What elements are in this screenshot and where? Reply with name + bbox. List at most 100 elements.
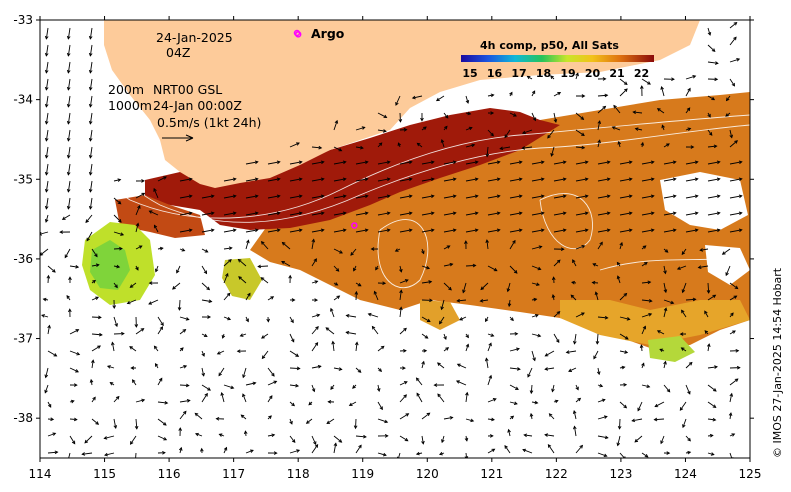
velocity-arrow — [685, 229, 698, 233]
velocity-arrowhead — [474, 194, 479, 199]
velocity-arrow — [267, 380, 277, 386]
velocity-arrow — [217, 350, 225, 355]
velocity-arrowhead — [687, 127, 692, 131]
velocity-arrowhead — [240, 414, 245, 419]
velocity-arrowhead — [116, 264, 121, 269]
velocity-arrow — [355, 146, 364, 149]
velocity-arrowhead — [640, 141, 645, 146]
velocity-arrowhead — [41, 314, 45, 318]
velocity-arrowhead — [433, 383, 438, 387]
velocity-arrowhead — [440, 306, 444, 311]
velocity-arrow — [530, 384, 533, 394]
velocity-arrowhead — [506, 288, 511, 293]
velocity-arrow — [223, 273, 229, 284]
velocity-arrowhead — [532, 117, 537, 122]
velocity-arrow — [685, 362, 693, 369]
velocity-arrowhead — [650, 194, 655, 199]
velocity-arrowhead — [650, 160, 655, 165]
velocity-arrowhead — [731, 82, 736, 87]
velocity-arrowhead — [647, 280, 652, 285]
velocity-arrowhead — [616, 261, 621, 266]
velocity-arrow — [641, 384, 650, 388]
velocity-arrow — [486, 146, 489, 157]
velocity-arrowhead — [207, 387, 211, 391]
velocity-arrow — [465, 344, 469, 352]
velocity-arrowhead — [194, 432, 199, 437]
velocity-arrow — [377, 161, 390, 165]
velocity-arrowhead — [88, 35, 93, 40]
velocity-arrow — [91, 264, 99, 267]
velocity-arrow — [681, 248, 687, 255]
velocity-arrowhead — [305, 420, 310, 424]
velocity-arrow — [597, 212, 610, 216]
velocity-arrow — [553, 259, 561, 267]
x-tick-label: 120 — [416, 467, 439, 481]
velocity-arrowhead — [551, 388, 555, 393]
velocity-arrowhead — [232, 177, 237, 182]
velocity-arrowhead — [88, 120, 93, 125]
velocity-arrowhead — [452, 194, 457, 199]
velocity-arrow — [245, 178, 258, 182]
velocity-arrow — [127, 299, 137, 304]
velocity-arrow — [597, 140, 601, 148]
velocity-arrow — [531, 314, 539, 318]
velocity-arrowhead — [148, 281, 153, 285]
y-tick-label: -36 — [13, 252, 33, 266]
velocity-arrow — [707, 384, 717, 392]
colorbar-title: 4h comp, p50, All Sats — [480, 39, 619, 52]
velocity-arrow — [553, 161, 566, 165]
velocity-arrow — [663, 308, 667, 318]
velocity-arrow — [570, 294, 577, 301]
velocity-arrow — [172, 282, 181, 290]
velocity-arrowhead — [548, 413, 553, 417]
velocity-arrowhead — [734, 378, 739, 382]
velocity-arrow — [657, 108, 665, 114]
velocity-arrowhead — [44, 188, 49, 193]
velocity-arrow — [355, 126, 365, 131]
velocity-arrowhead — [687, 450, 692, 455]
velocity-arrowhead — [172, 286, 176, 290]
velocity-arrowhead — [510, 415, 515, 420]
velocity-arrow — [47, 401, 52, 408]
velocity-arrow — [619, 293, 627, 301]
velocity-arrowhead — [663, 360, 667, 365]
velocity-arrow — [685, 435, 691, 442]
velocity-arrow — [130, 435, 137, 445]
velocity-arrowhead — [628, 160, 633, 165]
velocity-arrow — [399, 178, 412, 182]
velocity-arrowhead — [94, 253, 98, 258]
velocity-arrowhead — [708, 132, 713, 136]
velocity-arrowhead — [604, 93, 609, 98]
velocity-arrowhead — [44, 171, 49, 176]
velocity-arrowhead — [507, 303, 512, 308]
velocity-arrow — [443, 195, 456, 199]
velocity-arrowhead — [288, 274, 292, 279]
velocity-arrow — [551, 384, 555, 392]
velocity-arrow — [289, 195, 302, 199]
velocity-arrow — [399, 265, 402, 272]
velocity-arrowhead — [232, 211, 237, 216]
velocity-arrowhead — [86, 237, 90, 242]
y-tick-label: -37 — [13, 332, 33, 346]
velocity-arrowhead — [694, 160, 699, 165]
velocity-arrow — [397, 452, 401, 458]
velocity-arrow — [531, 161, 544, 165]
velocity-arrowhead — [207, 315, 212, 319]
velocity-arrowhead — [725, 113, 729, 117]
velocity-arrow — [261, 333, 269, 339]
velocity-arrowhead — [204, 392, 208, 397]
velocity-arrowhead — [736, 365, 741, 370]
velocity-arrow — [355, 178, 368, 182]
velocity-arrowhead — [203, 270, 208, 275]
velocity-arrowhead — [518, 160, 523, 165]
velocity-arrowhead — [430, 228, 435, 233]
colorbar-tick-label: 17 — [511, 67, 526, 80]
velocity-arrow — [663, 229, 676, 233]
velocity-arrowhead — [648, 299, 653, 303]
velocity-arrow — [707, 95, 715, 101]
velocity-arrowhead — [714, 365, 718, 369]
sst-field-cool-west-core — [90, 240, 130, 290]
velocity-arrow — [333, 120, 338, 131]
velocity-arrow — [654, 401, 665, 407]
velocity-arrow — [311, 178, 324, 182]
